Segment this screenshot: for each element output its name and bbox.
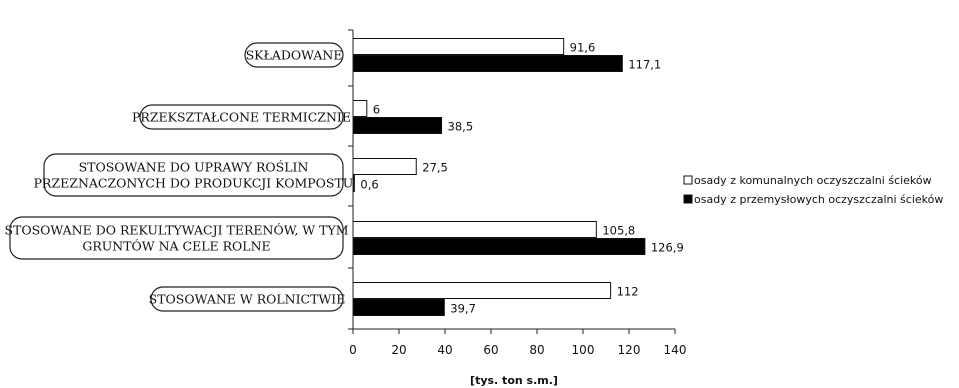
data-label: 105,8 — [602, 224, 635, 238]
category-label-text: STOSOWANE W ROLNICTWIE — [149, 292, 346, 307]
x-tick-label: 0 — [349, 343, 357, 357]
legend-swatch — [683, 175, 693, 185]
category-label: STOSOWANE W ROLNICTWIE — [149, 286, 346, 312]
legend-label: osady z przemysłowych oczyszczalni ściek… — [694, 193, 943, 206]
category-label-frame — [150, 286, 344, 312]
bars: 91,6 117,1 6 38,5 27,5 0,6 105,8 126,9 112 39,7 — [352, 38, 684, 316]
category-label-text: PRZEZNACZONYCH DO PRODUKCJI KOMPOSTU — [34, 176, 354, 191]
data-label: 117,1 — [628, 58, 661, 72]
category-label-frame — [244, 42, 344, 68]
data-label: 0,6 — [360, 178, 378, 192]
category-label-text: STOSOWANE DO UPRAWY ROŚLIN — [79, 159, 309, 175]
category-label-frame — [43, 153, 344, 197]
category-label-text: PRZEKSZTAŁCONE TERMICZNIE — [132, 110, 351, 125]
bar-industrial — [352, 238, 646, 255]
category-label-text: SKŁADOWANE — [246, 48, 343, 63]
x-axis-label: [tys. ton s.m.] — [470, 374, 558, 387]
legend-swatch — [683, 194, 693, 204]
category-label: SKŁADOWANE — [244, 42, 344, 68]
category-label-text: STOSOWANE DO REKULTYWACJI TERENÓW, W TYM — [4, 222, 348, 238]
x-tick-label: 40 — [437, 343, 452, 357]
x-tick-label: 60 — [483, 343, 498, 357]
category-label: STOSOWANE DO UPRAWY ROŚLINPRZEZNACZONYCH… — [34, 153, 354, 197]
data-label: 126,9 — [651, 241, 684, 255]
data-label: 91,6 — [570, 41, 596, 55]
bar-industrial — [352, 55, 623, 72]
data-label: 112 — [617, 285, 639, 299]
category-label: PRZEKSZTAŁCONE TERMICZNIE — [132, 104, 351, 130]
legend: osady z komunalnych oczyszczalni ścieków… — [683, 174, 943, 206]
bar-industrial — [352, 299, 445, 316]
x-axis-ticks: 0 20 40 60 80 100 120 140 — [348, 29, 687, 357]
bar-municipal — [352, 158, 417, 175]
data-label: 6 — [373, 103, 380, 117]
category-label-frame — [9, 216, 344, 260]
x-tick-label: 80 — [529, 343, 544, 357]
category-labels: SKŁADOWANE PRZEKSZTAŁCONE TERMICZNIE STOSO… — [4, 42, 354, 312]
bar-industrial — [352, 117, 443, 134]
x-tick-label: 100 — [572, 343, 595, 357]
data-label: 39,7 — [450, 302, 476, 316]
data-label: 27,5 — [422, 161, 448, 175]
category-label-text: GRUNTÓW NA CELE ROLNE — [82, 238, 270, 254]
bar-municipal — [352, 100, 368, 117]
x-tick-label: 20 — [391, 343, 406, 357]
bar-municipal — [352, 221, 597, 238]
bar-municipal — [352, 282, 612, 299]
bar-municipal — [352, 38, 565, 55]
data-label: 38,5 — [448, 120, 474, 134]
category-label-frame — [139, 104, 344, 130]
legend-label: osady z komunalnych oczyszczalni ścieków — [694, 174, 932, 187]
x-tick-label: 120 — [618, 343, 641, 357]
category-label: STOSOWANE DO REKULTYWACJI TERENÓW, W TYM… — [4, 216, 349, 260]
x-tick-label: 140 — [664, 343, 687, 357]
